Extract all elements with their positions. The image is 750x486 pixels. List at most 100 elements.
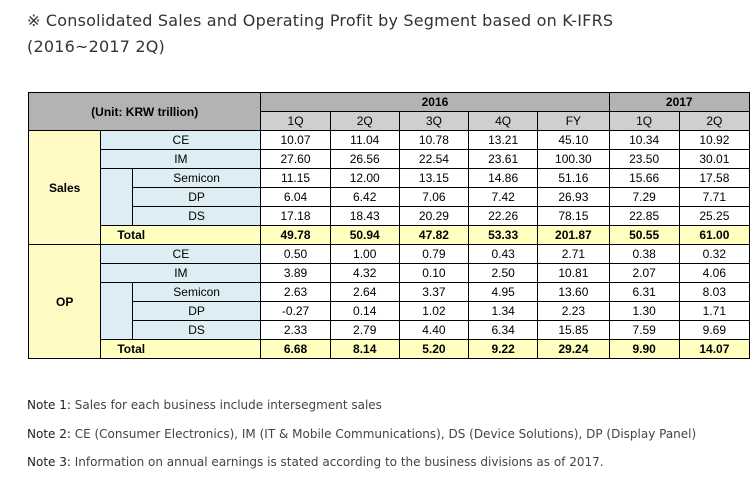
value-cell: 50.94 [329,225,400,245]
value-cell: 1.30 [608,301,680,321]
value-cell: -0.27 [260,301,331,321]
col-header-2016-4q: 4Q [468,111,539,131]
note-2-text: CE (Consumer Electronics), IM (IT & Mobi… [70,427,697,441]
value-cell: 23.61 [468,149,539,169]
value-cell: 12.00 [329,168,400,188]
value-cell: 7.71 [678,187,750,207]
value-cell: 10.78 [398,130,470,150]
value-cell: 6.68 [260,339,331,359]
note-1: Note 1: Sales for each business include … [27,398,382,412]
row-label: DP [131,187,262,207]
value-cell: 100.30 [537,149,610,169]
table-row: Total 6.68 8.14 5.20 9.22 29.24 9.90 14.07 [29,339,750,359]
row-label: DS [131,320,262,340]
note-2: Note 2: CE (Consumer Electronics), IM (I… [27,427,696,441]
value-cell: 26.93 [537,187,610,207]
note-3: Note 3: Information on annual earnings i… [27,455,604,469]
row-label: DP [131,301,262,321]
value-cell: 0.43 [468,244,539,264]
col-header-2016-1q: 1Q [260,111,331,131]
value-cell: 3.37 [398,282,470,302]
value-cell: 22.85 [608,206,680,226]
row-label: IM [100,263,262,283]
note-3-text: Information on annual earnings is stated… [70,455,604,469]
table-row: OP CE 0.50 1.00 0.79 0.43 2.71 0.38 0.32 [27,244,750,359]
value-cell: 17.58 [678,168,750,188]
value-cell: 6.42 [329,187,400,207]
value-cell: 17.18 [260,206,331,226]
value-cell: 1.00 [329,244,400,264]
row-label: CE [100,130,262,150]
value-cell: 0.50 [260,244,331,264]
value-cell: 30.01 [678,149,750,169]
value-cell: 5.20 [398,339,470,359]
table-row: DP 6.04 6.42 7.06 7.42 26.93 7.29 7.71 [29,187,750,207]
row-label: IM [100,149,262,169]
row-label: CE [100,244,262,264]
note-1-text: Sales for each business include interseg… [70,398,382,412]
value-cell: 27.60 [260,149,331,169]
value-cell: 9.69 [678,320,750,340]
note-2-label: Note 2: [27,427,71,441]
value-cell: 13.21 [468,130,539,150]
value-cell: 4.06 [678,263,750,283]
value-cell: 0.32 [678,244,750,264]
value-cell: 2.64 [329,282,400,302]
value-cell: 2.50 [468,263,539,283]
value-cell: 22.26 [468,206,539,226]
value-cell: 53.33 [468,225,539,245]
col-header-2016-3q: 3Q [398,111,470,131]
value-cell: 13.15 [398,168,470,188]
value-cell: 4.95 [468,282,539,302]
title-line-2: (2016~2017 2Q) [27,37,165,56]
value-cell: 3.89 [260,263,331,283]
value-cell: 15.66 [608,168,680,188]
table-row: DP -0.27 0.14 1.02 1.34 2.23 1.30 1.71 [29,301,750,321]
value-cell: 50.55 [608,225,680,245]
value-cell: 18.43 [329,206,400,226]
value-cell: 2.33 [260,320,331,340]
value-cell: 29.24 [537,339,610,359]
value-cell: 11.15 [260,168,331,188]
value-cell: 7.29 [608,187,680,207]
value-cell: 6.31 [608,282,680,302]
value-cell: 1.71 [678,301,750,321]
table-row: DS 2.33 2.79 4.40 6.34 15.85 7.59 9.69 [29,320,750,340]
unit-header: (Unit: KRW trillion) [27,92,262,131]
value-cell: 9.90 [608,339,680,359]
value-cell: 10.07 [260,130,331,150]
value-cell: 45.10 [537,130,610,150]
value-cell: 8.14 [329,339,400,359]
note-1-label: Note 1: [27,398,71,412]
table-row: Total 49.78 50.94 47.82 53.33 201.87 50.55 61.0… [29,225,750,245]
value-cell: 47.82 [398,225,470,245]
value-cell: 13.60 [537,282,610,302]
value-cell: 7.06 [398,187,470,207]
value-cell: 2.23 [537,301,610,321]
table-row: IM 27.60 26.56 22.54 23.61 100.30 23.50 30.01 [29,149,750,169]
value-cell: 20.29 [398,206,470,226]
value-cell: 1.34 [468,301,539,321]
row-label: Total [100,225,262,245]
value-cell: 7.59 [608,320,680,340]
value-cell: 8.03 [678,282,750,302]
segment-table: (Unit: KRW trillion) 2016 2017 1Q 2Q 3Q … [27,92,750,359]
row-label: Semicon [131,168,262,188]
value-cell: 6.04 [260,187,331,207]
value-cell: 4.40 [398,320,470,340]
value-cell: 49.78 [260,225,331,245]
row-label: Semicon [131,282,262,302]
row-label: DS [131,206,262,226]
value-cell: 201.87 [537,225,610,245]
note-3-label: Note 3: [27,455,71,469]
value-cell: 1.02 [398,301,470,321]
ds-indent-cell [100,282,133,340]
table-row: Semicon 2.63 2.64 3.37 4.95 13.60 6.31 8.03 [29,282,750,340]
value-cell: 10.34 [608,130,680,150]
value-cell: 2.71 [537,244,610,264]
value-cell: 2.79 [329,320,400,340]
value-cell: 22.54 [398,149,470,169]
value-cell: 0.14 [329,301,400,321]
table-row: Sales CE 10.07 11.04 10.78 13.21 45.10 10.34 10.… [27,130,750,245]
value-cell: 4.32 [329,263,400,283]
